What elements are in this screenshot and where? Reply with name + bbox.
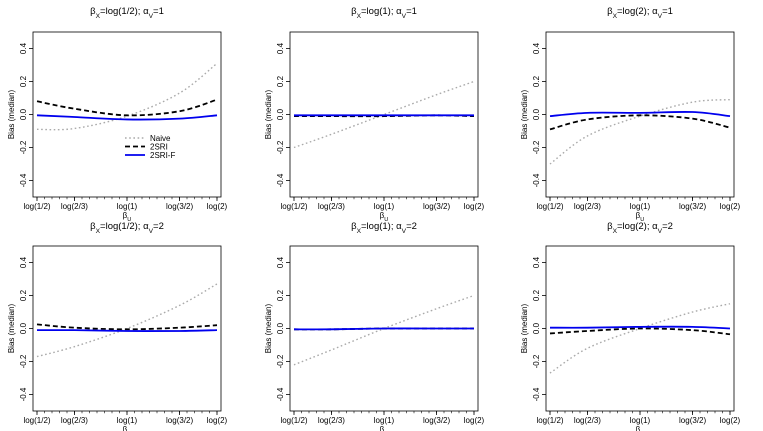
panel-5-xtick-label-2: log(1) [374,416,395,425]
panel-5-ytick-label-3: 0.2 [276,289,285,301]
panel-4-series-2sri-f [36,329,218,332]
panel-6-title: βX=log(2); αV=2 [607,221,673,235]
panel-6-xtick-label-0: log(1/2) [536,416,563,425]
panel-3-xtick-label-3: log(3/2) [679,202,706,211]
panel-4-ytick-label-2: 0.0 [19,322,28,334]
panel-1-series-naive [36,62,218,131]
panel-2-title: βX=log(1); αV=1 [351,6,417,20]
panel-5-ytick-label-4: 0.4 [276,256,285,268]
panel-1-ytick-label-4: 0.4 [19,42,28,54]
panel-2-xtick-label-0: log(1/2) [280,202,307,211]
panel-1-ytick-label-1: -0.2 [19,140,28,154]
panel-1-ytick-label-3: 0.2 [19,75,28,87]
panel-3-xlabel: βU [636,211,645,223]
panel-2-series-naive [293,80,475,149]
panel-5-xtick-label-0: log(1/2) [280,416,307,425]
panel-2-xtick-label-1: log(2/3) [318,202,345,211]
panel-2-ytick-label-4: 0.4 [276,42,285,54]
panel-3-series-2sri-f [549,110,731,118]
panel-2-ylabel: Bias (median) [264,89,273,139]
panel-5-xtick-label-4: log(2) [464,416,485,425]
panel-2-xtick-label-2: log(1) [374,202,395,211]
panel-3-xtick-label-0: log(1/2) [536,202,563,211]
panel-1-series-2sri [36,98,218,117]
panel-4-series-2sri [36,323,218,331]
panel-4-ytick-label-0: -0.4 [19,387,28,401]
panel-3-title: βX=log(2); αV=1 [607,6,673,20]
panel-4-ylabel: Bias (median) [7,303,16,353]
legend-label-2sri: 2SRI [150,143,168,152]
panel-6-series-2sri-f [549,325,731,330]
panel-5-ytick-label-2: 0.0 [276,322,285,334]
panel-3-xtick-label-4: log(2) [720,202,741,211]
panel-1-xtick-label-1: log(2/3) [61,202,88,211]
panel-6-xlabel: βU [636,425,645,431]
panel-1-title: βX=log(1/2); αV=1 [90,6,164,20]
panel-2-ytick-label-3: 0.2 [276,75,285,87]
panel-4-xtick-label-0: log(1/2) [23,416,50,425]
panel-3-ylabel: Bias (median) [520,89,529,139]
panel-4-xlabel: βU [123,425,132,431]
panel-2-ytick-label-1: -0.2 [276,140,285,154]
panel-1-xlabel: βU [123,211,132,223]
panel-6-xtick-label-3: log(3/2) [679,416,706,425]
panel-6-ytick-label-1: -0.2 [532,354,541,368]
panel-4-xtick-label-1: log(2/3) [61,416,88,425]
panel-6-series-naive [549,303,731,374]
panel-2-ytick-label-0: -0.4 [276,173,285,187]
panel-3-ytick-label-1: -0.2 [532,140,541,154]
panel-1-xtick-label-0: log(1/2) [23,202,50,211]
panel-2-xtick-label-3: log(3/2) [423,202,450,211]
panel-4-series-naive [36,283,218,358]
panel-1-ytick-label-0: -0.4 [19,173,28,187]
panel-6-series-2sri [549,327,731,336]
panel-4-xtick-label-4: log(2) [207,416,228,425]
panel-5-title: βX=log(1); αV=2 [351,221,417,235]
panel-6-ytick-label-3: 0.2 [532,289,541,301]
panel-1-xtick-label-2: log(1) [117,202,138,211]
panel-5-ytick-label-0: -0.4 [276,387,285,401]
panel-1-series-2sri-f [36,114,218,121]
panel-4-xtick-label-2: log(1) [117,416,138,425]
panel-3-ytick-label-2: 0.0 [532,108,541,120]
panel-5-series-2sri-f [293,327,474,331]
panel-2-xlabel: βU [380,211,389,223]
panel-4-ytick-label-1: -0.2 [19,354,28,368]
panel-6-ylabel: Bias (median) [520,303,529,353]
panel-5-ylabel: Bias (median) [264,303,273,353]
panel-6-ytick-label-2: 0.0 [532,322,541,334]
panel-3-xtick-label-1: log(2/3) [574,202,601,211]
panel-4-ytick-label-3: 0.2 [19,289,28,301]
panel-5-xtick-label-3: log(3/2) [423,416,450,425]
panel-5-xlabel: βU [380,425,389,431]
panel-4-ytick-label-4: 0.4 [19,256,28,268]
panel-6-xtick-label-2: log(1) [630,416,651,425]
panel-3-ytick-label-4: 0.4 [532,42,541,54]
panel-4-title: βX=log(1/2); αV=2 [90,221,164,235]
panel-6-ytick-label-4: 0.4 [532,256,541,268]
panel-4-xtick-label-3: log(3/2) [166,416,193,425]
panel-3-xtick-label-2: log(1) [630,202,651,211]
panel-1-ytick-label-2: 0.0 [19,108,28,120]
panel-2-xtick-label-4: log(2) [464,202,485,211]
legend-label-2sri-f: 2SRI-F [150,151,175,160]
panel-6-ytick-label-0: -0.4 [532,387,541,401]
panel-5-ytick-label-1: -0.2 [276,354,285,368]
panel-2-ytick-label-2: 0.0 [276,108,285,120]
panel-5-xtick-label-1: log(2/3) [318,416,345,425]
panel-6-xtick-label-1: log(2/3) [574,416,601,425]
panel-1-xtick-label-4: log(2) [207,202,228,211]
legend-label-naive: Naive [150,134,171,143]
panel-6-xtick-label-4: log(2) [720,416,741,425]
panel-3-ytick-label-0: -0.4 [532,173,541,187]
panel-1-xtick-label-3: log(3/2) [166,202,193,211]
panel-3-series-2sri [549,114,731,131]
panel-1-ylabel: Bias (median) [7,89,16,139]
panel-3-series-naive [549,98,731,165]
panel-3-ytick-label-3: 0.2 [532,75,541,87]
